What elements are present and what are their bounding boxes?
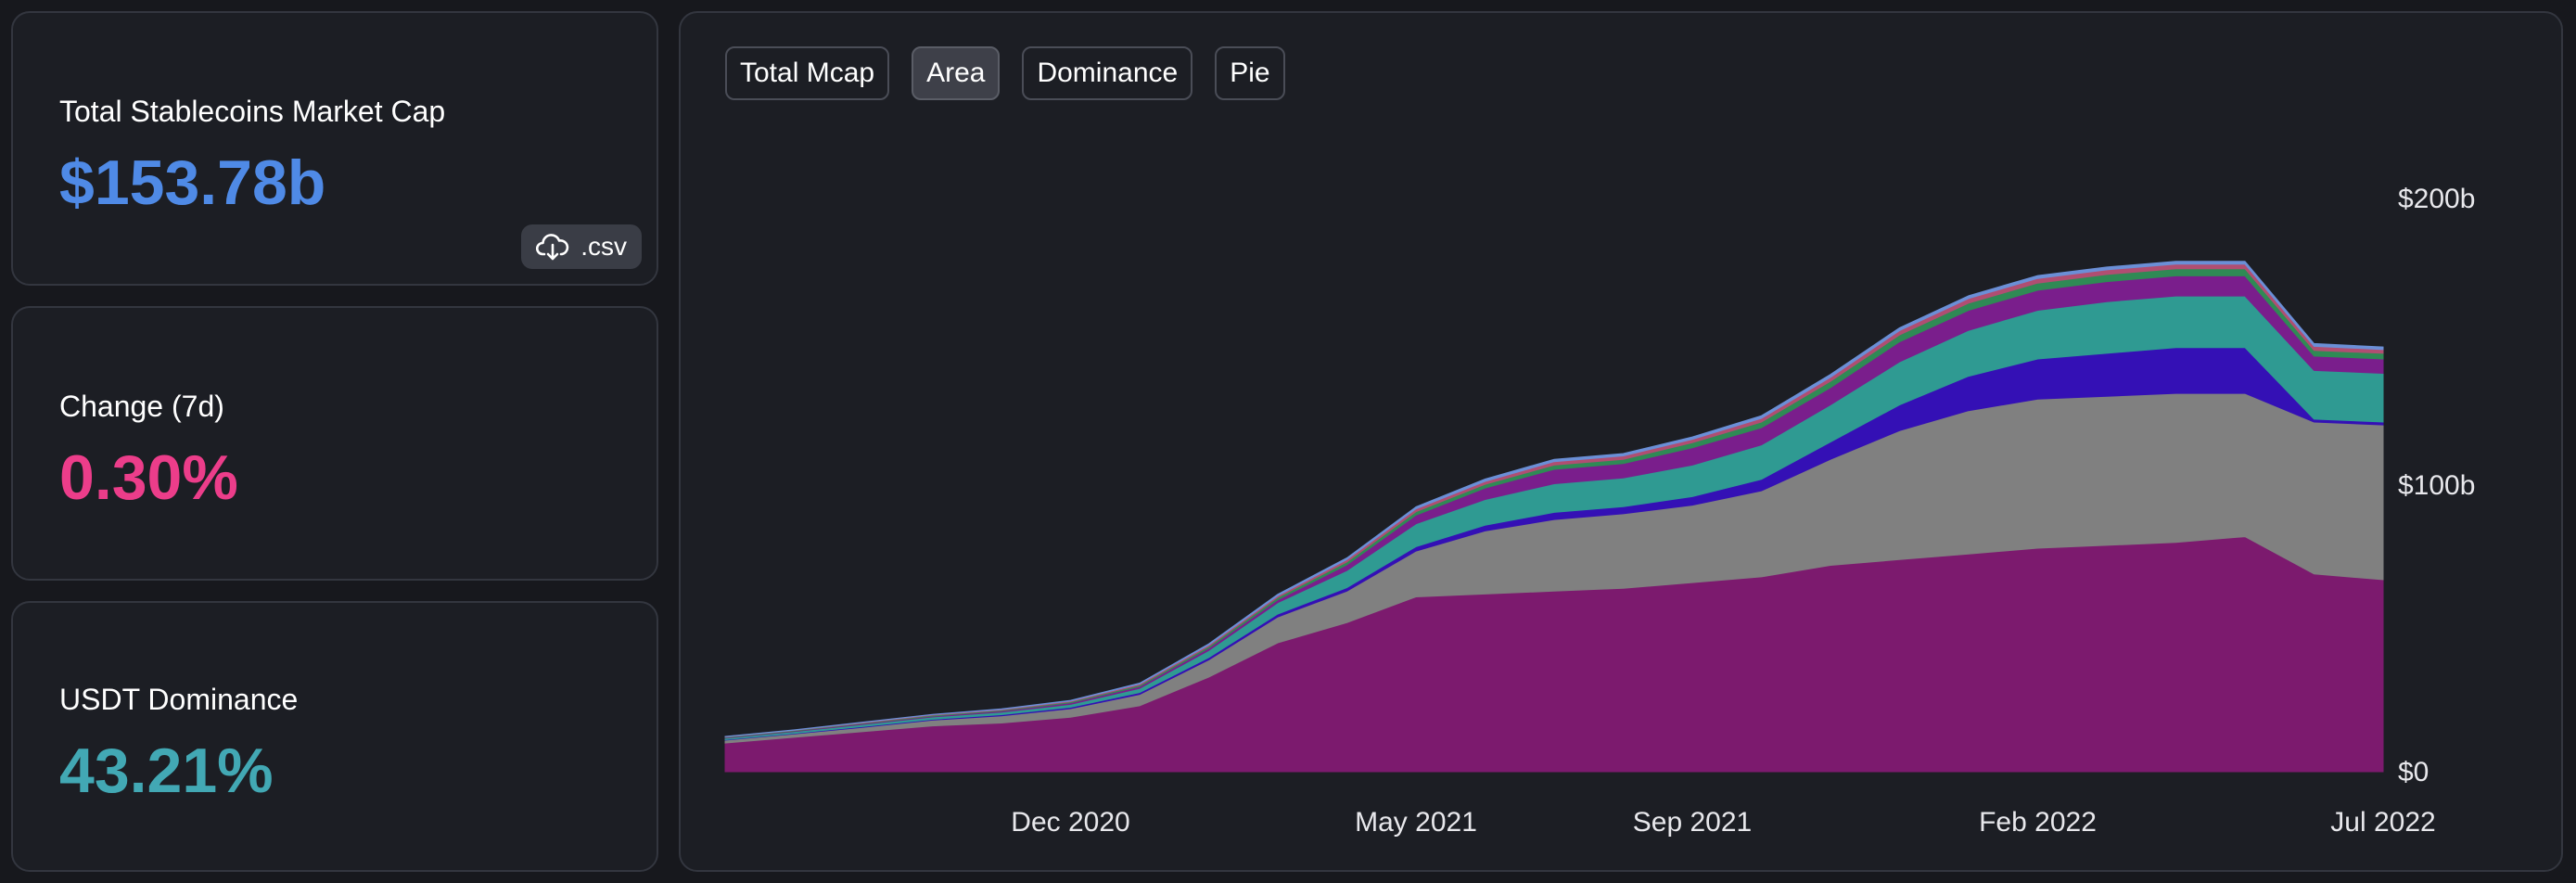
change-7d-label: Change (7d): [59, 390, 224, 423]
x-tick-label: Jul 2022: [2330, 807, 2435, 838]
change-7d-value: 0.30%: [59, 442, 238, 513]
tab-pie[interactable]: Pie: [1215, 46, 1285, 100]
chart-panel: Total Mcap Area Dominance Pie $0 $100b $20…: [679, 11, 2563, 872]
x-tick-label: Sep 2021: [1633, 807, 1752, 838]
x-tick-label: Feb 2022: [1979, 807, 2097, 838]
usdt-dominance-card: USDT Dominance 43.21%: [11, 601, 658, 872]
chart-type-tabs: Total Mcap Area Dominance Pie: [725, 46, 1285, 100]
stacked-area-chart: $0 $100b $200b Dec 2020 May 2021 Sep 2021 Feb …: [724, 184, 2475, 838]
usdt-dominance-value: 43.21%: [59, 736, 274, 806]
y-tick-label: $0: [2398, 757, 2429, 787]
change-7d-card: Change (7d) 0.30%: [11, 306, 658, 581]
area-series-8: [724, 261, 2384, 737]
x-tick-label: May 2021: [1355, 807, 1477, 838]
csv-label: .csv: [580, 232, 627, 261]
usdt-dominance-label: USDT Dominance: [59, 683, 299, 716]
x-tick-label: Dec 2020: [1011, 807, 1129, 838]
tab-dominance[interactable]: Dominance: [1022, 46, 1193, 100]
y-tick-label: $100b: [2398, 470, 2475, 501]
total-mcap-card: Total Stablecoins Market Cap $153.78b .c…: [11, 11, 658, 286]
total-mcap-value: $153.78b: [59, 147, 326, 218]
tab-total-mcap[interactable]: Total Mcap: [725, 46, 890, 100]
download-csv-button[interactable]: .csv: [521, 224, 642, 269]
tab-area[interactable]: Area: [912, 46, 1001, 100]
total-mcap-label: Total Stablecoins Market Cap: [59, 95, 446, 128]
y-tick-label: $200b: [2398, 184, 2475, 214]
cloud-download-icon: [536, 234, 569, 261]
